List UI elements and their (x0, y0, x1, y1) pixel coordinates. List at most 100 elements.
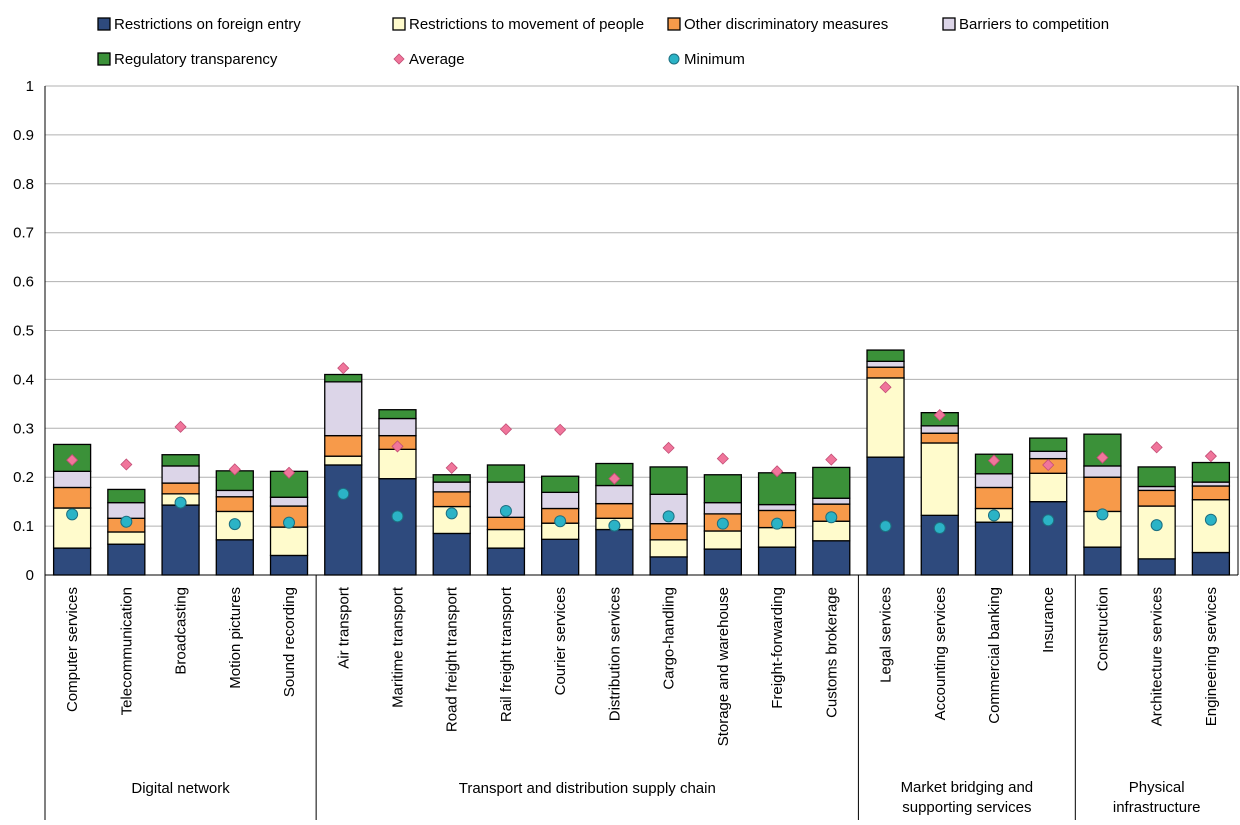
category-label: Engineering services (1203, 587, 1220, 726)
bar-regulatory-transparency (432, 474, 471, 483)
legend-swatch-regulatory-transparency (97, 52, 111, 66)
bar-other-discriminatory-measures (324, 434, 363, 457)
minimum-marker (120, 515, 133, 528)
bar-restrictions-to-movement-of-people (378, 448, 417, 480)
bar-restrictions-to-movement-of-people (649, 539, 688, 558)
bar-restrictions-on-foreign-entry (324, 464, 363, 576)
bar-other-discriminatory-measures (52, 486, 92, 509)
category-label: Accounting services (932, 587, 949, 720)
legend-label: Barriers to competition (959, 16, 1109, 33)
bar-restrictions-to-movement-of-people (1137, 505, 1176, 560)
group-label: Market bridging and (901, 779, 1034, 796)
bar-restrictions-to-movement-of-people (486, 528, 526, 549)
bar-barriers-to-competition (324, 381, 363, 437)
bar-barriers-to-competition (378, 417, 417, 437)
category-label: Freight-forwarding (769, 587, 786, 709)
minimum-marker (1204, 513, 1217, 526)
bar-other-discriminatory-measures (215, 496, 254, 513)
bar-other-discriminatory-measures (866, 366, 905, 379)
bar-restrictions-on-foreign-entry (1083, 546, 1122, 576)
category-label: Telecommunication (118, 587, 135, 715)
minimum-marker (987, 509, 1000, 522)
average-marker (716, 452, 729, 465)
average-marker (66, 454, 79, 467)
average-marker (174, 420, 187, 433)
legend-label: Average (409, 51, 465, 68)
category-label: Distribution services (606, 587, 623, 721)
average-marker (987, 454, 1001, 467)
bar-regulatory-transparency (1137, 466, 1176, 488)
legend-label: Other discriminatory measures (684, 16, 888, 33)
category-label: Courier services (552, 587, 569, 695)
bar-restrictions-to-movement-of-people (812, 520, 851, 542)
category-label: Construction (1094, 587, 1111, 671)
legend-label: Restrictions to movement of people (409, 16, 644, 33)
minimum-marker (825, 511, 838, 524)
average-marker (1204, 450, 1217, 463)
bar-regulatory-transparency (486, 464, 526, 483)
category-label: Sound recording (281, 587, 298, 697)
bar-regulatory-transparency (812, 466, 851, 499)
average-marker (337, 362, 350, 375)
minimum-marker (716, 517, 729, 530)
average-marker (499, 423, 512, 436)
category-label: Architecture services (1149, 587, 1166, 726)
y-tick-label: 1 (26, 78, 34, 95)
bar-regulatory-transparency (1029, 437, 1068, 452)
average-marker (933, 409, 946, 422)
average-marker (1150, 441, 1163, 454)
minimum-marker (933, 522, 946, 535)
minimum-marker (771, 517, 784, 530)
bar-restrictions-on-foreign-entry (541, 538, 580, 576)
bar-barriers-to-competition (432, 481, 471, 493)
category-label: Legal services (878, 587, 895, 683)
y-tick-label: 0.4 (13, 371, 34, 388)
legend-swatch-other-discriminatory-measures (667, 17, 681, 31)
average-marker (608, 472, 621, 485)
bar-restrictions-on-foreign-entry (1137, 558, 1176, 576)
bar-barriers-to-competition (52, 470, 92, 489)
bar-restrictions-on-foreign-entry (52, 547, 92, 576)
bar-restrictions-on-foreign-entry (432, 532, 471, 576)
y-tick-label: 0.1 (13, 518, 34, 535)
bar-restrictions-on-foreign-entry (107, 543, 146, 576)
y-tick-label: 0.7 (13, 225, 34, 242)
legend: Restrictions on foreign entry Restriction… (97, 16, 1109, 68)
minimum-marker (1096, 508, 1109, 521)
average-marker (282, 466, 296, 479)
minimum-marker (283, 516, 296, 529)
bar-restrictions-to-movement-of-people (703, 530, 742, 550)
average-marker (771, 465, 784, 478)
bars (52, 349, 1231, 576)
y-tick-label: 0.9 (13, 127, 34, 144)
category-label: Motion pictures (227, 587, 244, 689)
minimum-marker (174, 496, 187, 509)
average-marker (445, 461, 458, 474)
minimum-marker (66, 508, 79, 521)
category-label: Broadcasting (173, 587, 190, 675)
bar-other-discriminatory-measures (974, 486, 1014, 510)
bar-other-discriminatory-measures (161, 482, 200, 495)
markers (66, 362, 1217, 535)
bar-restrictions-on-foreign-entry (757, 546, 797, 576)
y-tick-label: 0.2 (13, 469, 34, 486)
y-tick-label: 0.3 (13, 420, 34, 437)
bar-barriers-to-competition (920, 425, 959, 434)
minimum-marker (228, 518, 241, 531)
bar-barriers-to-competition (541, 491, 580, 510)
bar-restrictions-on-foreign-entry (161, 504, 200, 576)
y-tick-label: 0 (26, 567, 34, 584)
group-label: supporting services (902, 799, 1031, 816)
bar-other-discriminatory-measures (595, 502, 634, 519)
bar-regulatory-transparency (161, 454, 200, 467)
bar-regulatory-transparency (1191, 461, 1231, 483)
minimum-marker (879, 520, 892, 533)
bar-barriers-to-competition (812, 497, 851, 505)
bar-barriers-to-competition (1083, 465, 1122, 478)
minimum-marker (337, 487, 350, 500)
bar-restrictions-on-foreign-entry (215, 539, 254, 576)
legend-label: Restrictions on foreign entry (114, 16, 301, 33)
bar-barriers-to-competition (757, 503, 797, 512)
bar-other-discriminatory-measures (649, 523, 688, 541)
